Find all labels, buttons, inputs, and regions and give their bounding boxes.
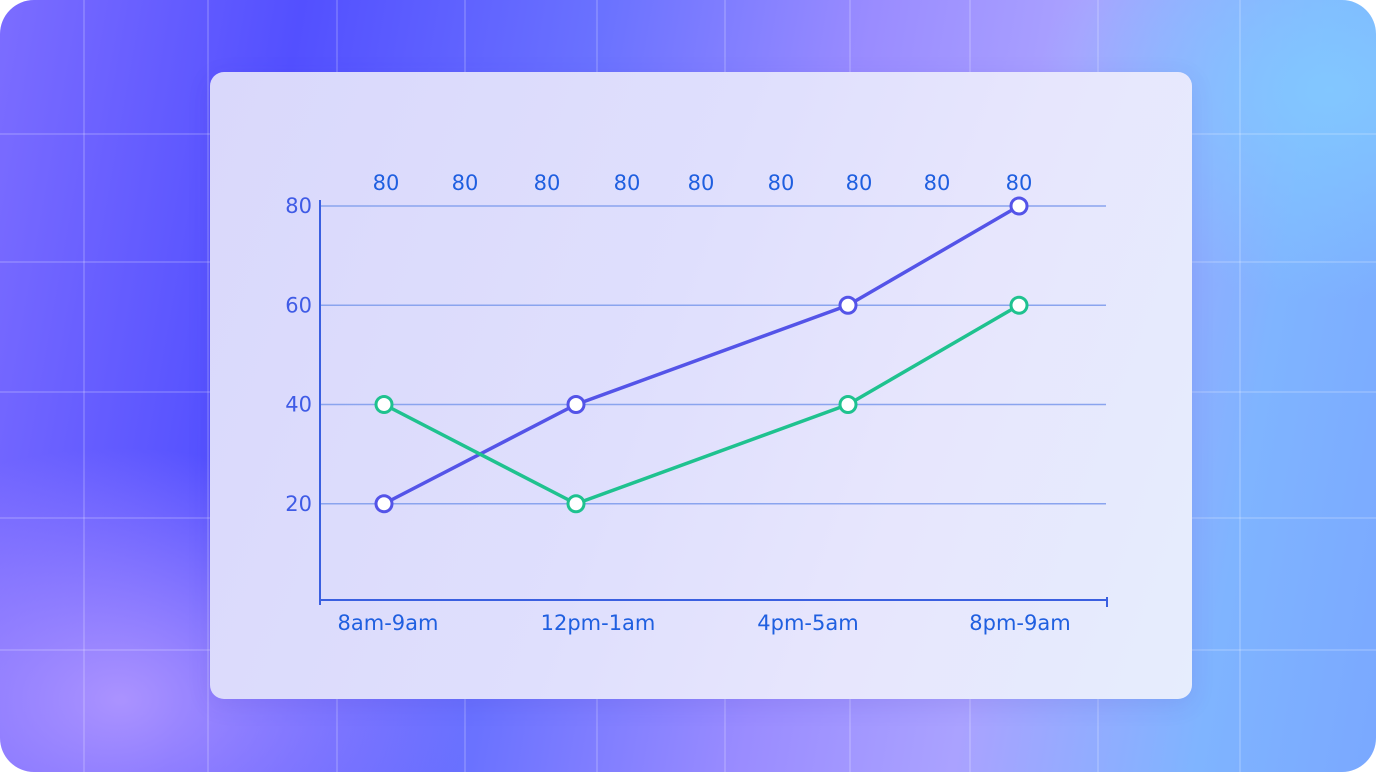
top-value-label: 80	[614, 171, 641, 195]
series-1-point	[374, 494, 394, 514]
series-lines	[383, 204, 1020, 506]
series-2-point	[838, 395, 858, 414]
top-value-label: 80	[534, 171, 561, 195]
gridlines	[320, 205, 1106, 505]
x-tick-label: 8pm-9am	[969, 611, 1070, 635]
y-tick-label: 80	[285, 194, 312, 218]
series-points	[374, 196, 1029, 514]
series-2-point	[566, 494, 586, 514]
series-2-point	[1009, 295, 1029, 315]
x-tick-label: 8am-9am	[338, 611, 439, 635]
series-1-point	[838, 295, 858, 315]
chart-card	[210, 72, 1192, 699]
top-value-label: 80	[846, 171, 873, 195]
top-value-label: 80	[688, 171, 715, 195]
series-1-point	[1009, 196, 1029, 216]
top-value-label: 80	[768, 171, 795, 195]
top-value-label: 80	[924, 171, 951, 195]
top-value-label: 80	[373, 171, 400, 195]
y-tick-label: 60	[285, 293, 312, 317]
y-axis-ticks: 20 40 60 80	[285, 194, 312, 516]
x-axis-ticks: 8am-9am 12pm-1am 4pm-5am 8pm-9am	[338, 611, 1071, 635]
y-tick-label: 40	[285, 393, 312, 417]
x-tick-label: 12pm-1am	[541, 611, 656, 635]
x-tick-label: 4pm-5am	[757, 611, 858, 635]
top-value-labels: 80 80 80 80 80 80 80 80 80	[373, 171, 1033, 195]
axes	[319, 200, 1108, 607]
series-1-point	[566, 395, 586, 414]
series-2-point	[374, 395, 394, 414]
series-line-2	[383, 303, 1020, 506]
top-value-label: 80	[1006, 171, 1033, 195]
y-tick-label: 20	[285, 492, 312, 516]
top-value-label: 80	[452, 171, 479, 195]
